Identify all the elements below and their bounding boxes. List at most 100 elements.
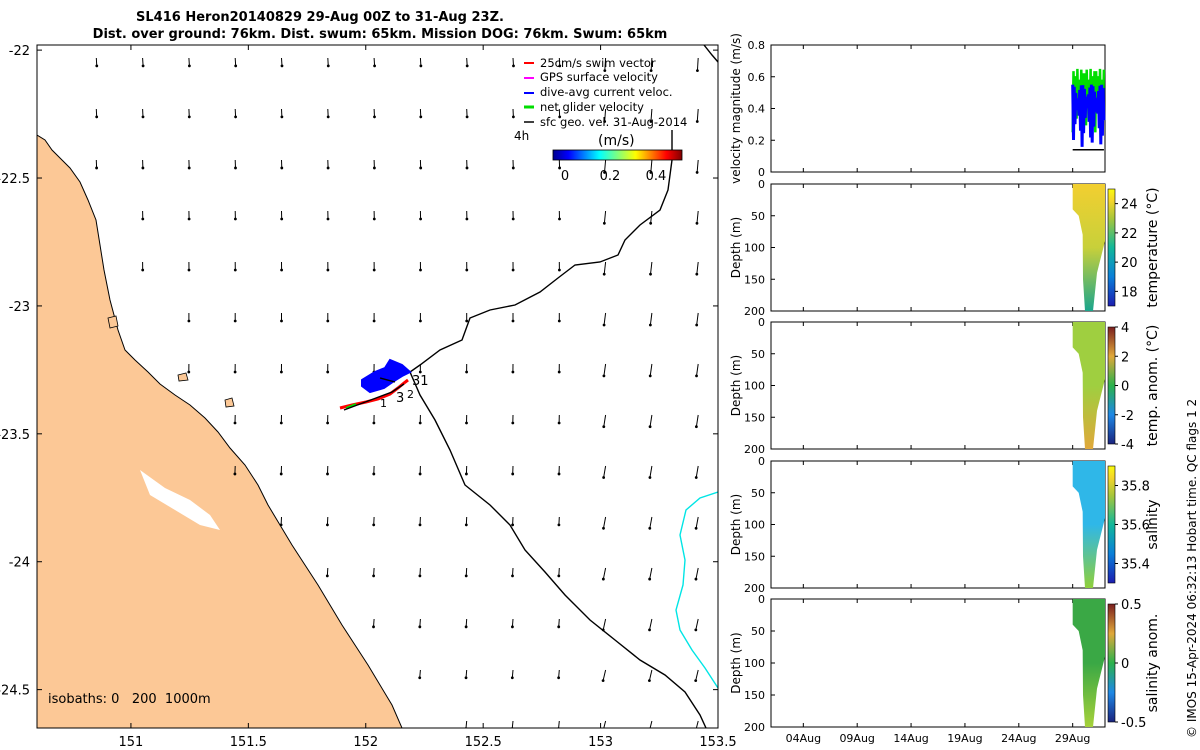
current-vector-head: [696, 69, 699, 73]
panel-frame: [770, 460, 1106, 589]
vel-tick-label: 0.2: [748, 134, 766, 147]
current-vector-head: [418, 523, 422, 527]
current-vector-head: [648, 476, 652, 479]
depth-tick-label: 50: [751, 625, 765, 638]
current-vector-head: [279, 472, 283, 476]
island: [177, 372, 189, 382]
current-vector: [650, 108, 653, 122]
current-vector: [650, 159, 653, 173]
current-vector-head: [511, 319, 515, 323]
current-vector: [696, 57, 699, 71]
current-vector: [603, 363, 607, 376]
current-vector-head: [557, 676, 561, 680]
current-vector-head: [602, 221, 606, 225]
current-vector: [604, 57, 607, 71]
current-vector: [603, 465, 607, 478]
colorbar-tick-label: 35.4: [1121, 558, 1150, 573]
current-vector-head: [325, 574, 329, 578]
current-vector-head: [465, 217, 469, 221]
current-vector-head: [511, 472, 515, 476]
map-axes: 151 151.5 152 152.5 153 153.5 -22 -22.5 -23 -23.5…: [0, 44, 737, 750]
current-vector-head: [418, 370, 422, 374]
colorbar-title: (m/s): [598, 133, 635, 149]
current-vector-head: [511, 574, 514, 578]
current-vector-head: [557, 574, 561, 578]
lat-tick-label: -23: [9, 300, 30, 315]
time-series-panels: velocity magnitude (m/s) 0 0.2 0.4 0.6 0.8 Dep…: [729, 33, 1161, 745]
lat-tick-label: -22: [9, 44, 30, 59]
lon-tick-label: 153: [588, 735, 613, 750]
current-vector-head: [464, 574, 468, 578]
current-vector-head: [648, 730, 651, 733]
depth-tick-label: 0: [758, 455, 765, 468]
current-vector: [695, 516, 699, 529]
current-vector-head: [695, 272, 699, 276]
current-vector-head: [233, 217, 237, 221]
current-vector: [649, 414, 653, 427]
current-vector-head: [372, 217, 376, 221]
current-vector-head: [419, 217, 422, 221]
current-vector: [650, 210, 653, 224]
current-vector-head: [602, 374, 606, 378]
panel-ylabel: velocity magnitude (m/s): [729, 33, 743, 184]
current-vector-head: [558, 217, 561, 221]
current-vector-head: [419, 64, 423, 68]
current-vector-head: [372, 421, 376, 425]
vel-tick-label: 0.8: [748, 39, 766, 52]
legend-sfc-label: sfc geo. vel. 31-Aug-2014: [540, 115, 687, 129]
current-vector-head: [465, 64, 469, 68]
current-vector-head: [649, 272, 652, 276]
dive-avg-current-track: [361, 358, 412, 394]
current-vector-head: [326, 319, 330, 323]
colorbar-label: temperature (°C): [1145, 187, 1161, 307]
current-vector-head: [280, 64, 284, 68]
current-vector-head: [326, 166, 330, 170]
island: [107, 315, 119, 329]
current-vector: [649, 720, 653, 728]
current-vector-head: [695, 374, 698, 378]
current-vector: [695, 669, 699, 681]
vel-tick-label: 0: [758, 166, 765, 179]
current-vector-head: [695, 120, 699, 123]
current-vector-head: [141, 217, 145, 221]
current-vector-head: [603, 171, 606, 174]
panel-colorbar: [1107, 326, 1116, 445]
legend-gps-label: GPS surface velocity: [540, 70, 658, 84]
current-vector-head: [418, 421, 422, 425]
current-vector-head: [187, 319, 191, 323]
colorbar-tick: 0.2: [600, 169, 621, 184]
current-vector-head: [187, 64, 191, 68]
colorbar-tick-label: 0: [1121, 657, 1129, 672]
depth-tick-label: 200: [744, 582, 765, 595]
current-vector-head: [648, 323, 652, 327]
colorbar-tick-label: 18: [1121, 285, 1138, 300]
track-label: 1: [380, 397, 387, 410]
lon-tick-label: 151: [119, 735, 144, 750]
current-vector: [603, 312, 607, 326]
current-vector: [602, 618, 607, 630]
current-vector-head: [602, 526, 605, 530]
current-vector-head: [557, 370, 561, 374]
current-vector: [695, 414, 699, 427]
current-vector: [603, 261, 607, 275]
current-vector-head: [648, 425, 652, 429]
current-vector: [649, 363, 653, 376]
colorbar-tick-label: -2: [1121, 409, 1134, 424]
current-vector-head: [187, 268, 191, 272]
current-vector-head: [465, 166, 469, 170]
current-vector-head: [694, 628, 698, 632]
time-panel-1: velocity magnitude (m/s) 0 0.2 0.4 0.6 0.8: [729, 33, 1106, 184]
current-vector-head: [511, 217, 515, 221]
current-vector-head: [233, 370, 237, 374]
current-vector: [696, 261, 699, 275]
colorbar-tick: 0: [561, 169, 569, 184]
lat-tick-label: -22.5: [0, 172, 30, 187]
depth-tick-label: 0: [758, 316, 765, 329]
depth-tick-label: 150: [744, 689, 765, 702]
current-vector-head: [233, 268, 237, 272]
current-vector-head: [418, 574, 422, 578]
depth-tick-label: 150: [744, 273, 765, 286]
current-vector-head: [695, 323, 699, 327]
current-vector-head: [372, 574, 376, 578]
